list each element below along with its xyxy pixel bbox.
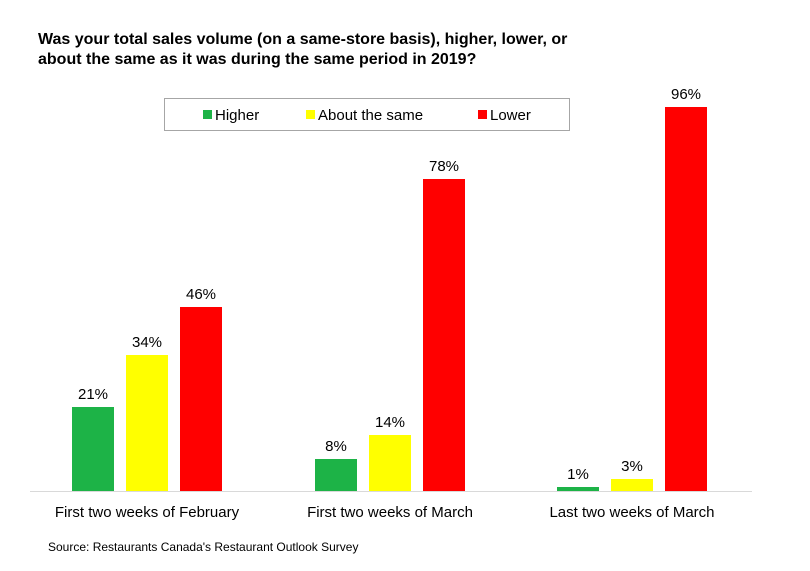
bar-about-the-same-2 <box>611 479 653 491</box>
bar-lower-0 <box>180 307 222 491</box>
bar-about-the-same-0 <box>126 355 168 491</box>
chart-title: Was your total sales volume (on a same-s… <box>38 30 778 70</box>
category-label-0: First two weeks of February <box>55 504 240 521</box>
bar-higher-1 <box>315 459 357 491</box>
category-label-2: Last two weeks of March <box>549 504 714 521</box>
data-label-lower-0: 46% <box>186 286 216 303</box>
source-note: Source: Restaurants Canada's Restaurant … <box>48 540 359 554</box>
data-label-about-the-same-0: 34% <box>132 334 162 351</box>
category-label-1: First two weeks of March <box>307 504 473 521</box>
bar-about-the-same-1 <box>369 435 411 491</box>
legend-swatch-higher <box>203 110 212 119</box>
data-label-lower-1: 78% <box>429 158 459 175</box>
bar-higher-2 <box>557 487 599 491</box>
chart-title-line-2: about the same as it was during the same… <box>38 51 477 68</box>
bar-higher-0 <box>72 407 114 491</box>
data-label-higher-1: 8% <box>325 438 347 455</box>
data-label-about-the-same-2: 3% <box>621 458 643 475</box>
value-labels-group: 21% 34% 46% 8% 14% 78% 1% 3% 96% <box>78 86 701 483</box>
data-label-about-the-same-1: 14% <box>375 414 405 431</box>
chart-title-line-1: Was your total sales volume (on a same-s… <box>38 31 568 48</box>
data-label-higher-2: 1% <box>567 466 589 483</box>
legend-box <box>164 98 570 131</box>
legend-swatch-about-the-same <box>306 110 315 119</box>
category-labels-group: First two weeks of February First two wee… <box>55 504 715 521</box>
data-label-higher-0: 21% <box>78 386 108 403</box>
data-label-lower-2: 96% <box>671 86 701 103</box>
legend-label-about-the-same: About the same <box>318 107 423 124</box>
legend: Higher About the same Lower <box>164 98 570 131</box>
legend-label-lower: Lower <box>490 107 531 124</box>
bar-lower-1 <box>423 179 465 491</box>
legend-swatch-lower <box>478 110 487 119</box>
bars-group <box>72 107 707 491</box>
legend-label-higher: Higher <box>215 107 259 124</box>
bar-lower-2 <box>665 107 707 491</box>
